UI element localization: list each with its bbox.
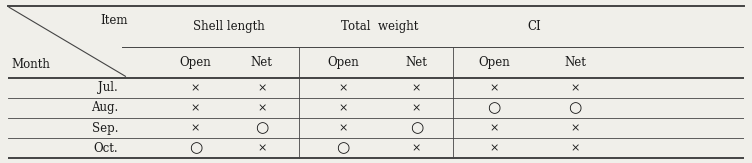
Text: Jul.: Jul. [99,82,118,94]
Text: Shell length: Shell length [193,20,265,33]
Text: Aug.: Aug. [91,102,118,114]
Text: ×: × [412,143,421,153]
Text: ×: × [338,83,347,93]
Text: ×: × [570,83,580,93]
Text: Item: Item [101,14,128,27]
Text: ×: × [490,143,499,153]
Text: ×: × [257,103,266,113]
Text: Open: Open [478,56,510,69]
Text: ○: ○ [336,141,350,155]
Text: ×: × [191,83,200,93]
Text: Open: Open [180,56,211,69]
Text: Net: Net [251,56,273,69]
Text: ○: ○ [569,101,581,115]
Text: ×: × [412,103,421,113]
Text: ×: × [570,143,580,153]
Text: Total  weight: Total weight [341,20,418,33]
Text: ×: × [412,83,421,93]
Text: Sep.: Sep. [92,122,118,135]
Text: ×: × [490,83,499,93]
Text: ×: × [191,103,200,113]
Text: ×: × [570,123,580,133]
Text: Oct.: Oct. [93,142,118,155]
Text: ×: × [490,123,499,133]
Text: CI: CI [528,20,541,33]
Text: Net: Net [564,56,586,69]
Text: ○: ○ [410,121,423,135]
Text: Open: Open [327,56,359,69]
Text: Net: Net [405,56,427,69]
Text: ○: ○ [255,121,268,135]
Text: ×: × [338,123,347,133]
Text: ×: × [257,83,266,93]
Text: Month: Month [11,59,50,72]
Text: ○: ○ [189,141,202,155]
Text: ×: × [191,123,200,133]
Text: ×: × [338,103,347,113]
Text: ○: ○ [487,101,501,115]
Text: ×: × [257,143,266,153]
